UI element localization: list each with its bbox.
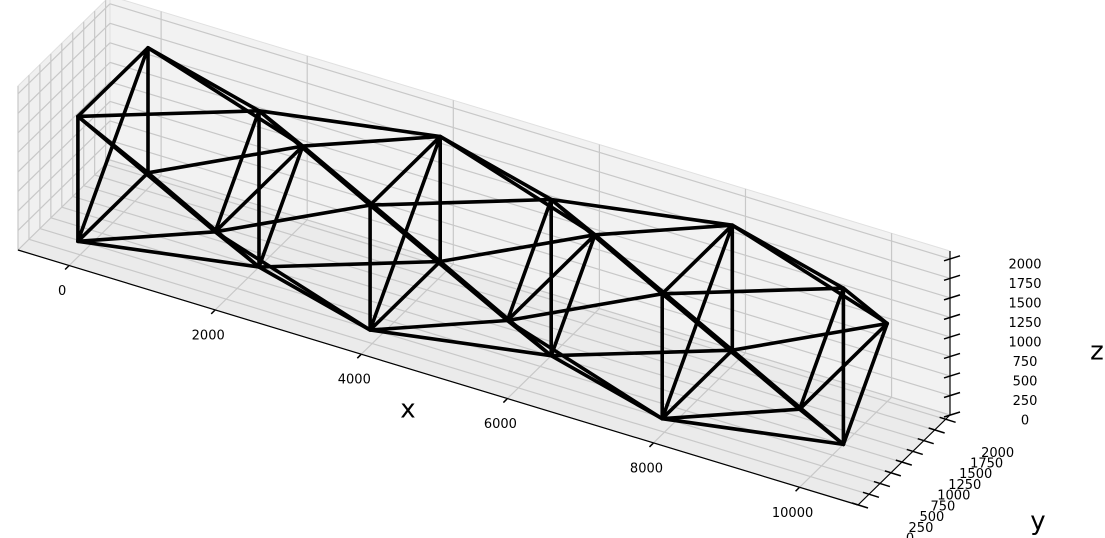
z-axis-label: z — [1090, 337, 1104, 367]
x-tick-label: 10000 — [772, 506, 813, 521]
y-tick-label: 2000 — [981, 446, 1014, 461]
x-tick-mark — [503, 399, 507, 403]
x-tick-label: 8000 — [630, 461, 663, 476]
z-tick-label: 1750 — [1008, 277, 1041, 292]
x-tick-mark — [211, 310, 215, 314]
z-tick-label: 0 — [1021, 414, 1029, 429]
x-tick-mark — [65, 266, 69, 270]
x-tick-label: 0 — [58, 284, 66, 299]
z-tick-label: 750 — [1013, 355, 1038, 370]
x-tick-mark — [357, 354, 361, 358]
z-tick-label: 1500 — [1008, 296, 1041, 311]
z-tick-label: 250 — [1013, 394, 1038, 409]
chart: x y z 0 2000 4000 6000 8000 10000 0 250 500 750 10… — [0, 0, 1105, 538]
z-tick-label: 1250 — [1008, 316, 1041, 331]
x-tick-label: 2000 — [192, 328, 225, 343]
z-tick-label: 1000 — [1008, 335, 1041, 350]
x-axis-label: x — [400, 395, 415, 425]
page: x y z 0 2000 4000 6000 8000 10000 0 250 500 750 10… — [0, 0, 1105, 538]
z-tick-label: 500 — [1013, 374, 1038, 389]
x-tick-mark — [649, 443, 653, 447]
y-axis-label: y — [1030, 507, 1045, 537]
x-tick-label: 6000 — [484, 417, 517, 432]
z-tick-label: 2000 — [1008, 257, 1041, 272]
x-tick-mark — [796, 487, 800, 491]
x-tick-label: 4000 — [338, 373, 371, 388]
